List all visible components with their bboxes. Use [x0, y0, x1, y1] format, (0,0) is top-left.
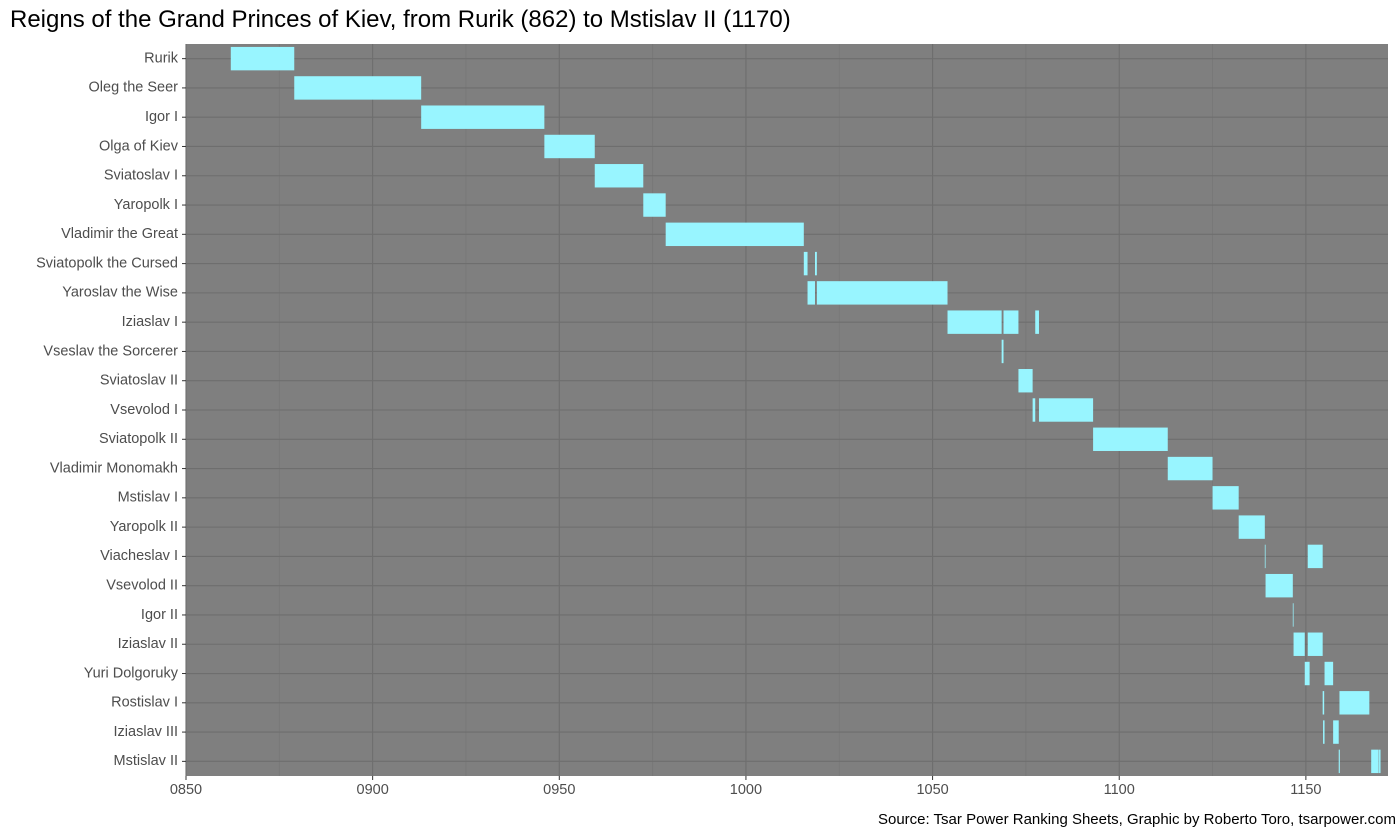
ruler-label: Vseslav the Sorcerer	[43, 343, 178, 359]
ruler-label: Rurik	[144, 50, 179, 66]
x-axis: 0850 0900 0950 1000 1050 1100 1150	[170, 776, 1321, 798]
reign-bar	[1264, 544, 1266, 569]
reign-bar	[1212, 486, 1239, 510]
reign-bar	[230, 46, 295, 71]
ruler-label: Yaropolk II	[110, 519, 178, 535]
ruler-label: Sviatopolk II	[99, 431, 178, 447]
reign-bar	[1371, 749, 1379, 774]
ruler-label: Sviatoslav II	[100, 373, 178, 389]
reign-bar	[544, 134, 595, 159]
reign-bar	[1093, 427, 1168, 451]
x-tick-label: 1100	[1104, 782, 1135, 798]
ruler-label: Viacheslav I	[100, 548, 178, 564]
reign-bar	[1307, 544, 1323, 569]
ruler-label: Vladimir the Great	[61, 226, 178, 242]
ruler-labels: Rurik Oleg the Seer Igor I Olga of Kiev Svia…	[36, 50, 186, 769]
x-tick-label: 1050	[916, 782, 948, 798]
reign-bar	[1018, 369, 1033, 393]
reign-bar	[1035, 310, 1039, 334]
ruler-label: Iziaslav III	[114, 724, 178, 740]
reign-bar	[1379, 749, 1381, 774]
reign-bar	[816, 281, 948, 305]
reign-bar	[947, 310, 1002, 334]
reign-bars	[230, 46, 1381, 774]
reign-bar	[1323, 720, 1325, 744]
ruler-label: Sviatoslav I	[104, 168, 178, 184]
ruler-label: Igor I	[145, 109, 178, 125]
ruler-label: Iziaslav I	[122, 314, 178, 330]
ruler-label: Olga of Kiev	[99, 138, 179, 154]
reign-bar	[294, 76, 422, 100]
ruler-label: Mstislav II	[114, 753, 178, 769]
reign-bar	[1003, 310, 1019, 334]
reign-bar	[1293, 632, 1305, 656]
reign-bar	[1001, 339, 1004, 364]
reign-bar	[665, 222, 804, 247]
ruler-label: Igor II	[141, 607, 178, 623]
x-tick-label: 1000	[730, 782, 762, 798]
reign-bar	[1167, 456, 1213, 481]
reign-bar	[814, 251, 817, 276]
reign-bar	[1304, 661, 1310, 686]
reign-bar	[643, 193, 666, 217]
ruler-label: Vsevolod II	[106, 578, 178, 594]
ruler-label: Oleg the Seer	[89, 80, 179, 96]
reign-bar	[1292, 603, 1294, 627]
ruler-label: Sviatopolk the Cursed	[36, 255, 178, 271]
ruler-label: Iziaslav II	[118, 636, 178, 652]
reign-bar	[1238, 515, 1265, 539]
reign-bar	[1322, 691, 1325, 715]
reign-bar	[421, 105, 545, 129]
ruler-label: Vladimir Monomakh	[50, 460, 178, 476]
reign-bar	[1032, 398, 1036, 422]
ruler-label: Yaroslav the Wise	[62, 285, 178, 301]
reign-bar	[807, 281, 815, 305]
reign-bar	[1307, 632, 1323, 656]
chart-title: Reigns of the Grand Princes of Kiev, fro…	[10, 6, 791, 33]
reign-bar	[1333, 720, 1339, 744]
reign-bar	[594, 164, 644, 188]
reign-bar	[1339, 691, 1370, 715]
ruler-label: Mstislav I	[118, 490, 178, 506]
reign-bar	[1324, 661, 1334, 686]
x-tick-label: 0950	[543, 782, 575, 798]
x-tick-label: 0850	[170, 782, 202, 798]
ruler-label: Yaropolk I	[114, 197, 178, 213]
chart-source: Source: Tsar Power Ranking Sheets, Graph…	[877, 811, 1396, 828]
x-tick-label: 1150	[1290, 782, 1321, 798]
ruler-label: Vsevolod I	[110, 402, 178, 418]
reign-bar	[1038, 398, 1094, 422]
ruler-label: Rostislav I	[111, 695, 178, 711]
x-tick-label: 0900	[357, 782, 389, 798]
reign-bar	[1338, 749, 1340, 774]
reign-bar	[803, 251, 808, 276]
ruler-label: Yuri Dolgoruky	[84, 665, 179, 681]
reign-bar	[1265, 573, 1293, 598]
